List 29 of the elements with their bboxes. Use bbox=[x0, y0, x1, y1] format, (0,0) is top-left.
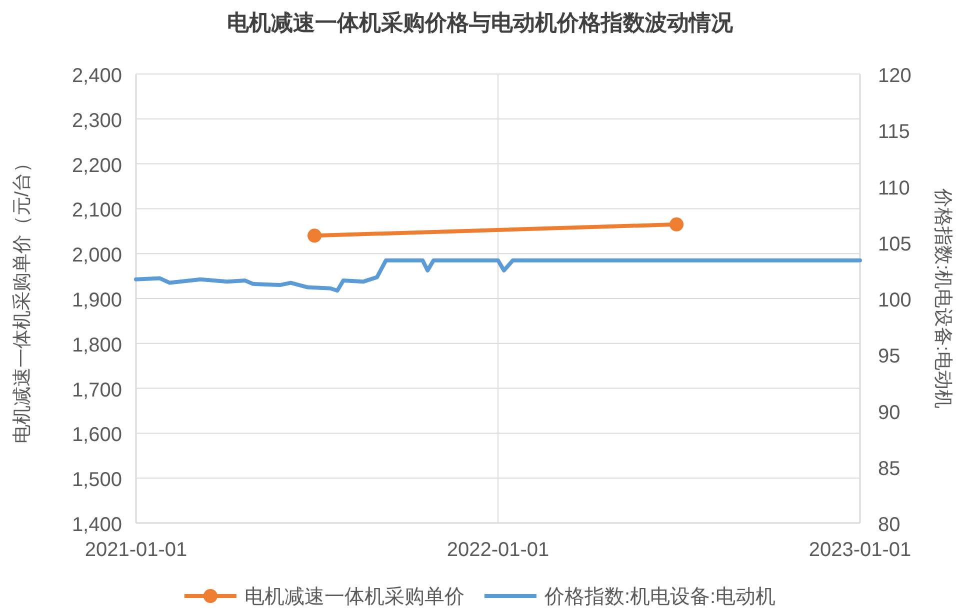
y2-tick-label: 85 bbox=[878, 458, 900, 480]
y2-tick-label: 120 bbox=[878, 65, 912, 87]
chart-title: 电机减速一体机采购价格与电动机价格指数波动情况 bbox=[227, 10, 734, 35]
y-axis-title: 电机减速一体机采购单价（元/台） bbox=[12, 153, 33, 444]
line-series bbox=[134, 258, 862, 293]
x-tick-label: 2021-01-01 bbox=[84, 539, 188, 561]
x-tick-label: 2022-01-01 bbox=[446, 539, 550, 561]
y-tick-label: 2,000 bbox=[72, 244, 122, 267]
x-tick-label: 2023-01-01 bbox=[808, 539, 912, 561]
y-tick-label: 2,400 bbox=[72, 65, 122, 87]
y2-tick-label: 110 bbox=[878, 177, 910, 200]
y2-tick-label: 80 bbox=[878, 514, 900, 536]
y-tick-label: 1,800 bbox=[72, 334, 122, 356]
y2-tick-label: 90 bbox=[878, 402, 900, 424]
y-tick-label: 1,600 bbox=[72, 424, 122, 446]
legend-label: 价格指数:机电设备:电动机 bbox=[543, 586, 776, 608]
y2-tick-label: 105 bbox=[878, 233, 912, 256]
y2-tick-label: 95 bbox=[878, 346, 900, 368]
legend-label: 电机减速一体机采购单价 bbox=[244, 586, 464, 608]
y2-tick-label: 100 bbox=[878, 290, 912, 312]
y-tick-label: 1,900 bbox=[72, 290, 122, 312]
y-tick-label: 2,100 bbox=[72, 200, 122, 222]
y2-tick-label: 115 bbox=[878, 121, 910, 144]
y2-axis-title: 价格指数:机电设备:电动机 bbox=[932, 188, 953, 408]
y-tick-label: 1,400 bbox=[72, 514, 122, 536]
y-tick-label: 1,700 bbox=[72, 379, 122, 402]
y-tick-label: 2,300 bbox=[72, 110, 122, 132]
y-tick-label: 1,500 bbox=[72, 469, 122, 492]
y-tick-label: 2,200 bbox=[72, 154, 122, 177]
